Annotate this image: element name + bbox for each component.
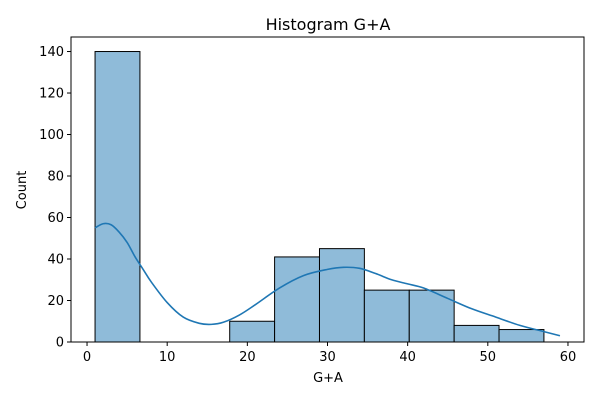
y-axis-label: Count: [15, 171, 30, 210]
y-tick-label-5: 100: [39, 128, 64, 143]
kde-curve: [94, 222, 561, 337]
x-tick-label-5: 50: [480, 350, 497, 365]
y-tick-label-7: 140: [39, 45, 64, 60]
x-tick-label-3: 30: [319, 350, 336, 365]
y-tick-label-4: 80: [47, 170, 64, 185]
y-tick-label-6: 120: [39, 87, 64, 102]
x-tick-label-2: 20: [239, 350, 256, 365]
histogram-bar-0: [94, 51, 141, 343]
chart-title: Histogram G+A: [266, 15, 391, 34]
histogram-bar-5: [318, 248, 365, 343]
x-tick-label-0: 0: [83, 350, 91, 365]
histogram-bar-6: [363, 289, 410, 343]
bars-layer: [94, 51, 545, 343]
x-axis-label: G+A: [313, 371, 343, 386]
histogram-bar-4: [274, 256, 320, 343]
y-tick-label-0: 0: [56, 336, 64, 351]
y-tick-label-2: 40: [47, 253, 64, 268]
histogram-bar-8: [453, 324, 500, 343]
histogram-bar-3: [229, 320, 276, 343]
y-axis: 0 20 40 60 80 100 120 140: [39, 45, 71, 351]
x-tick-label-4: 40: [399, 350, 416, 365]
y-tick-label-3: 60: [47, 211, 64, 226]
x-axis: 0 10 20 30 40 50 60: [83, 342, 576, 365]
x-tick-label-1: 10: [159, 350, 176, 365]
y-tick-label-1: 20: [47, 294, 64, 309]
histogram-bar-9: [498, 329, 545, 343]
x-tick-label-6: 60: [560, 350, 577, 365]
